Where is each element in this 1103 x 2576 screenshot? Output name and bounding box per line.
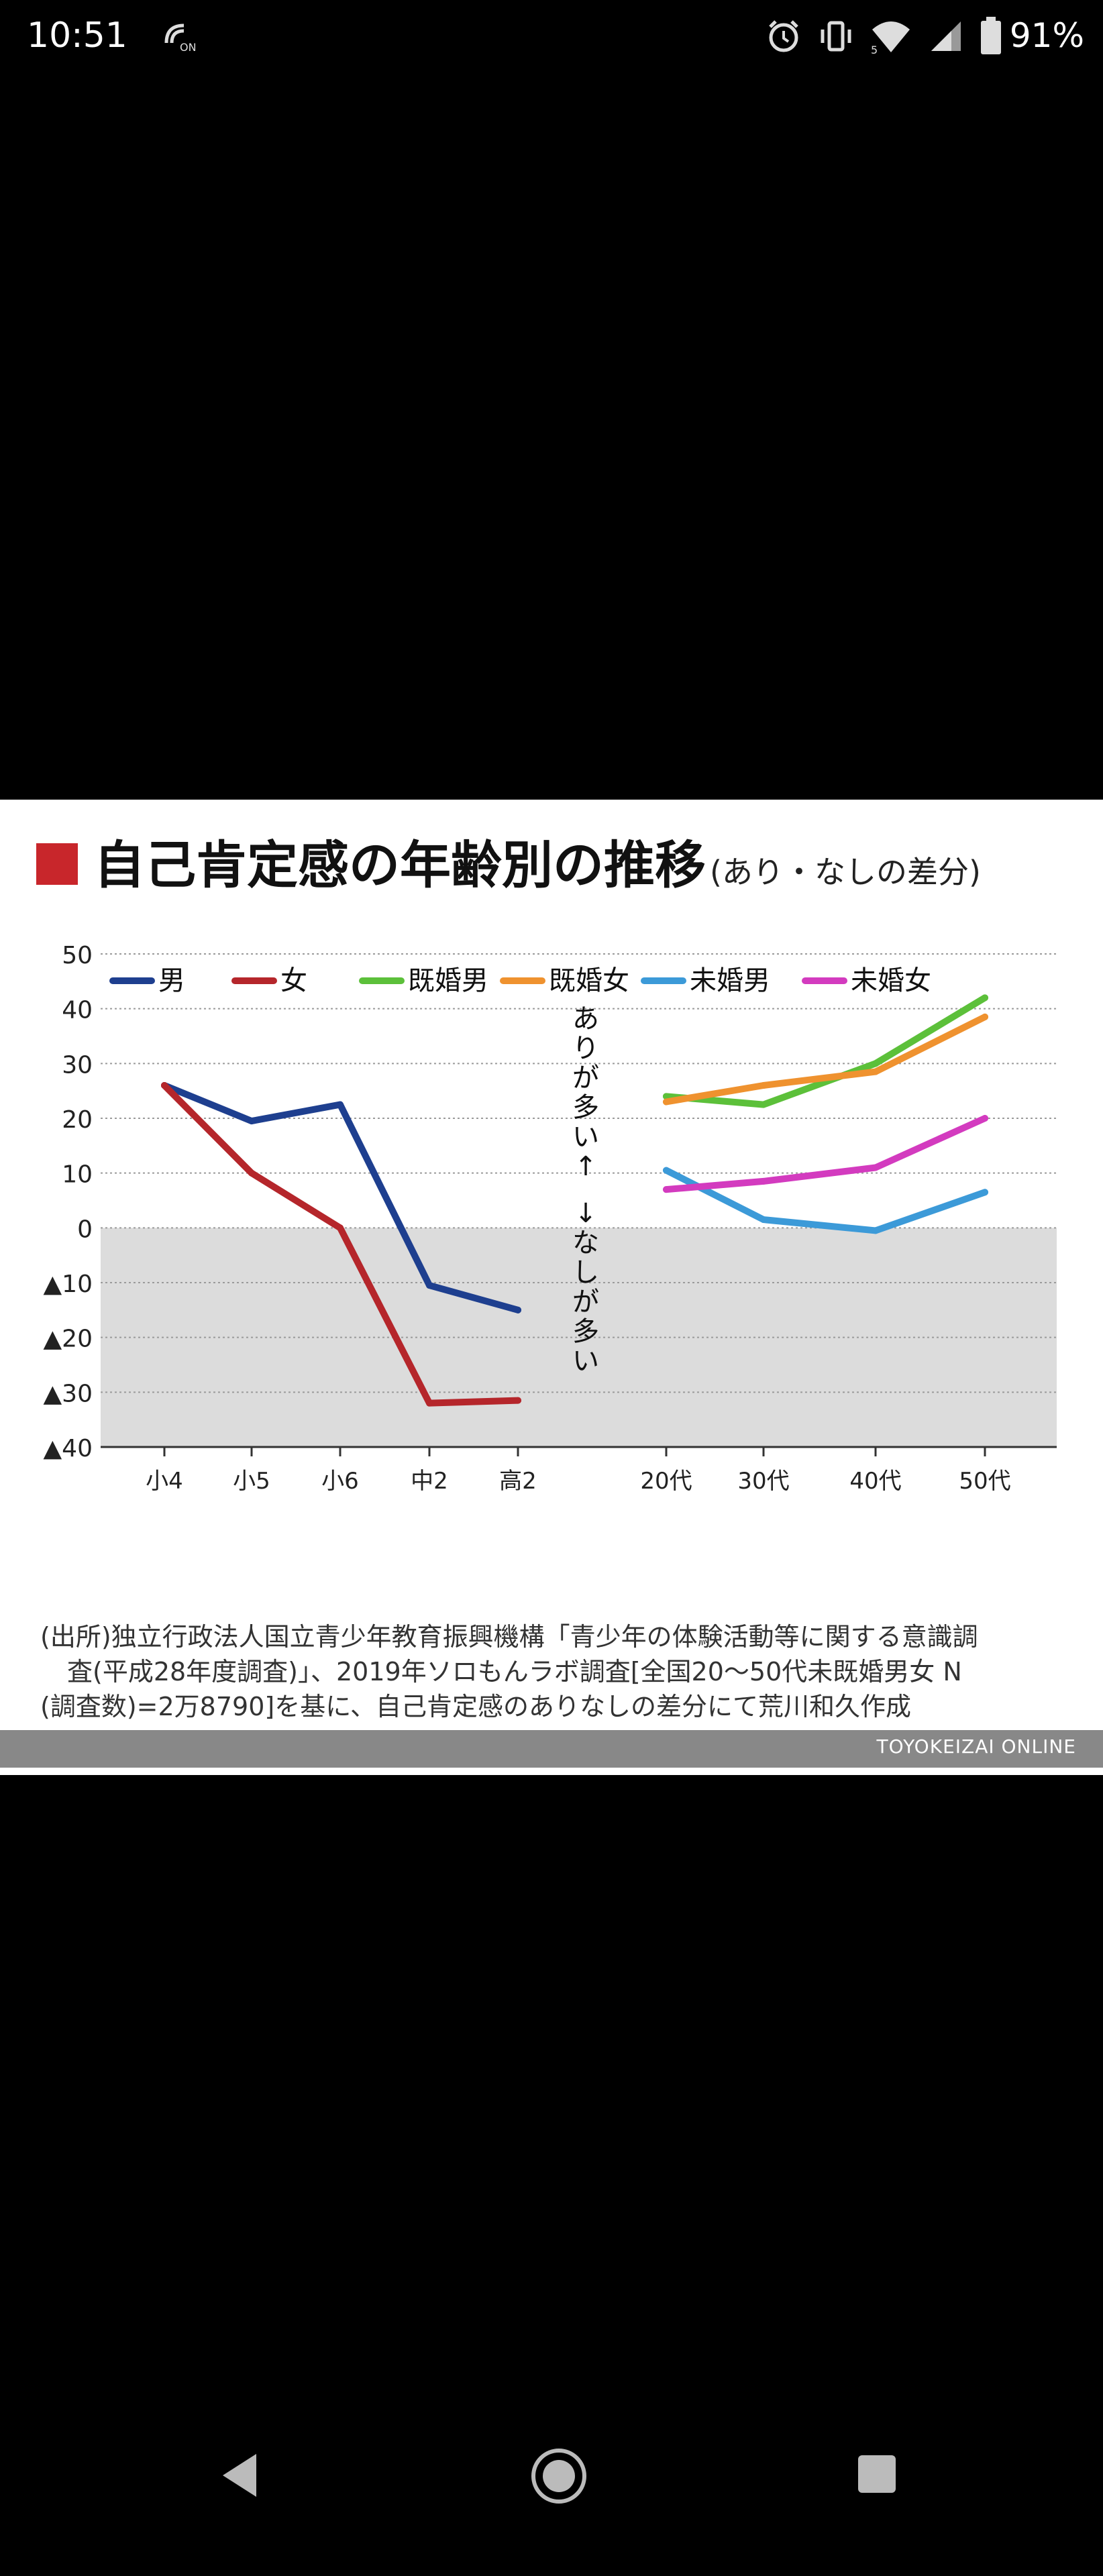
data-point: [982, 1115, 988, 1122]
line-chart: 50 40 30 20 10 0 ▲10 ▲20 ▲30 ▲40 小4 小5 小6 中2 高2 20代 30代 4…: [44, 942, 1057, 1495]
legend-label: 既婚女: [549, 965, 629, 996]
y-tick-label: 0: [77, 1216, 93, 1243]
source-line-3: (調査数)=2万8790]を基に、自己肯定感のありなしの差分にて荒川和久作成: [40, 1692, 912, 1721]
credit-text: TOYOKEIZAI ONLINE: [876, 1735, 1076, 1758]
y-tick-label: 40: [62, 997, 93, 1024]
series-line-既婚男: [663, 994, 988, 1108]
x-tick-label: 20代: [640, 1468, 692, 1495]
data-point: [982, 1189, 988, 1196]
wifi-icon: 5: [871, 21, 910, 55]
data-point: [663, 1098, 670, 1106]
legend-label: 女: [280, 965, 307, 996]
x-tick-label: 40代: [849, 1468, 901, 1495]
status-time: 10:51: [27, 15, 127, 56]
vibrate-icon: [821, 21, 851, 52]
y-tick-label: ▲20: [44, 1326, 93, 1353]
svg-text:5: 5: [871, 44, 878, 55]
y-tick-label: ▲10: [44, 1271, 93, 1298]
data-point: [663, 1186, 670, 1193]
battery-icon: [981, 17, 1001, 54]
figure-subtitle: (あり・なしの差分): [710, 854, 981, 890]
navigation-bar: [0, 2388, 1103, 2576]
negative-region: [101, 1228, 1057, 1447]
data-point: [872, 1060, 879, 1067]
article-figure: 自己肯定感の年齢別の推移 (あり・なしの差分) 50 40 30 20 10 0 ▲10 ▲20…: [0, 800, 1103, 1775]
y-tick-label: 10: [62, 1161, 93, 1189]
home-button[interactable]: [529, 2446, 589, 2506]
series-line-未婚女: [663, 1115, 988, 1193]
data-point: [760, 1101, 767, 1108]
y-tick-label: 50: [62, 942, 93, 969]
data-point: [982, 1013, 988, 1020]
signal-icon: [931, 21, 961, 51]
battery-percent: 91%: [1009, 16, 1084, 55]
annotation-positive: ありが多い↑: [572, 1004, 599, 1182]
credit-bar: TOYOKEIZAI ONLINE: [0, 1730, 1103, 1768]
nfc-icon: ON: [164, 23, 197, 54]
status-bar: 10:51 ON 5 91%: [0, 0, 1103, 74]
x-tick-label: 中2: [411, 1468, 448, 1495]
x-tick-label: 30代: [737, 1468, 789, 1495]
figure-title-text: 自己肯定感の年齢別の推移: [94, 835, 706, 895]
data-point: [515, 1397, 521, 1404]
data-point: [663, 1167, 670, 1174]
svg-text:ON: ON: [180, 41, 197, 54]
data-point: [872, 1164, 879, 1171]
legend-label: 未婚男: [690, 965, 770, 996]
x-tick-label: 小4: [146, 1468, 183, 1495]
data-point: [426, 1282, 433, 1289]
back-button[interactable]: [216, 2449, 263, 2502]
data-point: [337, 1224, 344, 1232]
legend-label: 未婚女: [851, 965, 931, 996]
data-point: [872, 1068, 879, 1075]
series-line-既婚女: [663, 1013, 988, 1106]
data-point: [426, 1399, 433, 1407]
data-point: [663, 1093, 670, 1100]
data-point: [248, 1169, 255, 1177]
x-tick-label: 小6: [321, 1468, 359, 1495]
y-tick-label: 30: [62, 1051, 93, 1079]
data-point: [872, 1227, 879, 1234]
x-tick-label: 小5: [233, 1468, 270, 1495]
title-square-icon: [36, 843, 78, 885]
figure-title: 自己肯定感の年齢別の推移 (あり・なしの差分): [94, 833, 981, 904]
y-tick-label: 20: [62, 1106, 93, 1134]
data-point: [248, 1118, 255, 1125]
source-line-2: 査(平成28年度調査)」、2019年ソロもんラボ調査[全国20〜50代未既婚男女…: [67, 1657, 962, 1686]
data-point: [760, 1082, 767, 1089]
legend-label: 既婚男: [408, 965, 488, 996]
x-tick-label: 高2: [499, 1468, 537, 1495]
series-line-未婚男: [663, 1167, 988, 1234]
data-point: [337, 1101, 344, 1108]
alarm-icon: [769, 20, 798, 52]
status-icons: 5: [765, 15, 1002, 58]
source-line-1: (出所)独立行政法人国立青少年教育振興機構「青少年の体験活動等に関する意識調: [40, 1622, 978, 1652]
annotation-negative: ↓なしが多い: [572, 1198, 599, 1377]
y-tick-label: ▲40: [44, 1435, 93, 1462]
data-point: [515, 1306, 521, 1313]
data-point: [760, 1177, 767, 1185]
y-tick-label: ▲30: [44, 1380, 93, 1407]
data-point: [760, 1216, 767, 1224]
recents-button[interactable]: [855, 2453, 898, 2496]
x-tick-label: 50代: [959, 1468, 1010, 1495]
data-point: [982, 994, 988, 1002]
data-point: [161, 1082, 168, 1089]
source-note: (出所)独立行政法人国立青少年教育振興機構「青少年の体験活動等に関する意識調 査…: [40, 1619, 1087, 1724]
legend-label: 男: [158, 965, 185, 996]
